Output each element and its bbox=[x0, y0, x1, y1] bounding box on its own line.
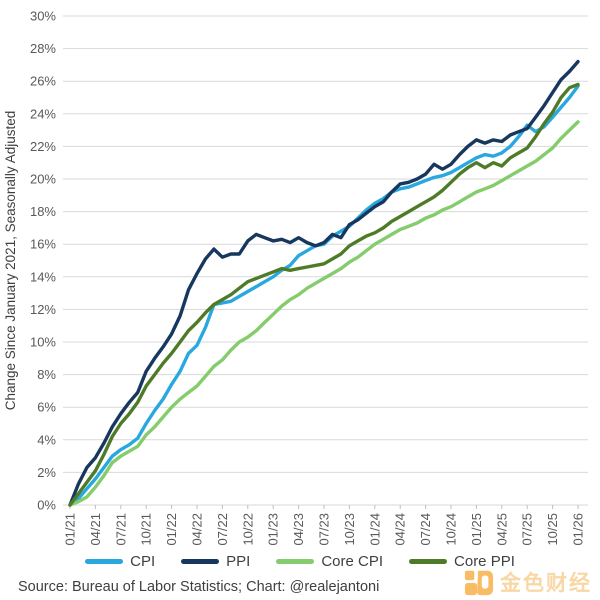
chart-legend: CPI PPI Core CPI Core PPI bbox=[0, 553, 600, 570]
core-cpi-line bbox=[68, 120, 580, 507]
y-axis-title: Change Since January 2021, Seasonally Ad… bbox=[3, 111, 18, 410]
legend-item-ppi: PPI bbox=[181, 553, 250, 570]
cpi-line bbox=[68, 84, 580, 507]
x-tick-label: 07/23 bbox=[317, 513, 332, 546]
x-tick-label: 10/23 bbox=[342, 513, 357, 546]
x-tick-label: 07/22 bbox=[215, 513, 230, 546]
y-tick-label: 28% bbox=[30, 41, 56, 56]
x-tick-label: 01/22 bbox=[164, 513, 179, 546]
legend-label: PPI bbox=[226, 553, 251, 570]
core-ppi-line bbox=[68, 82, 580, 507]
legend-label: Core PPI bbox=[454, 553, 515, 570]
y-tick-label: 14% bbox=[30, 269, 56, 284]
legend-swatch bbox=[409, 559, 448, 564]
y-tick-label: 12% bbox=[30, 302, 56, 317]
x-tick-label: 10/24 bbox=[444, 513, 459, 546]
x-tick-label: 10/25 bbox=[545, 513, 560, 546]
y-tick-label: 4% bbox=[37, 432, 56, 447]
legend-label: CPI bbox=[130, 553, 156, 570]
x-tick-label: 01/24 bbox=[367, 513, 382, 546]
x-tick-label: 01/23 bbox=[266, 513, 281, 546]
x-tick-label: 10/22 bbox=[240, 513, 255, 546]
x-tick-label: 04/21 bbox=[88, 513, 103, 546]
x-tick-label: 07/25 bbox=[520, 513, 535, 546]
x-tick-label: 04/22 bbox=[190, 513, 205, 546]
legend-swatch bbox=[85, 559, 124, 564]
y-tick-label: 26% bbox=[30, 74, 56, 89]
legend-swatch bbox=[276, 559, 315, 564]
x-tick-label: 07/21 bbox=[113, 513, 128, 546]
x-tick-label: 01/21 bbox=[63, 513, 78, 546]
x-tick-label: 07/24 bbox=[418, 513, 433, 546]
x-tick-label: 01/26 bbox=[571, 513, 586, 546]
y-tick-label: 20% bbox=[30, 172, 56, 187]
jinse-logo-icon bbox=[464, 570, 494, 596]
x-tick-label: 10/21 bbox=[139, 513, 154, 546]
y-tick-label: 30% bbox=[30, 9, 56, 24]
legend-item-cpi: CPI bbox=[85, 553, 155, 570]
y-tick-label: 6% bbox=[37, 400, 56, 415]
legend-label: Core CPI bbox=[321, 553, 384, 570]
x-tick-label: 04/25 bbox=[494, 513, 509, 546]
y-tick-label: 2% bbox=[37, 465, 56, 480]
y-tick-label: 8% bbox=[37, 367, 56, 382]
legend-swatch bbox=[181, 559, 220, 564]
y-tick-label: 22% bbox=[30, 139, 56, 154]
watermark: 金色财经 bbox=[464, 567, 592, 597]
y-tick-label: 18% bbox=[30, 204, 56, 219]
x-tick-label: 04/23 bbox=[291, 513, 306, 546]
y-tick-label: 16% bbox=[30, 237, 56, 252]
x-tick-label: 01/25 bbox=[469, 513, 484, 546]
source-attribution: Source: Bureau of Labor Statistics; Char… bbox=[18, 579, 380, 595]
legend-item-core-cpi: Core CPI bbox=[276, 553, 383, 570]
x-tick-label: 04/24 bbox=[393, 513, 408, 546]
y-tick-label: 10% bbox=[30, 335, 56, 350]
y-tick-label: 24% bbox=[30, 106, 56, 121]
y-tick-label: 0% bbox=[37, 498, 56, 513]
ppi-line bbox=[68, 59, 580, 507]
line-chart: 0% 2% 4% 6% 8% 10% 12% 14% 16% 18% 20% 22% 24% 26% 28%… bbox=[3, 9, 588, 546]
legend-item-core-ppi: Core PPI bbox=[409, 553, 515, 570]
watermark-text: 金色财经 bbox=[500, 572, 592, 595]
